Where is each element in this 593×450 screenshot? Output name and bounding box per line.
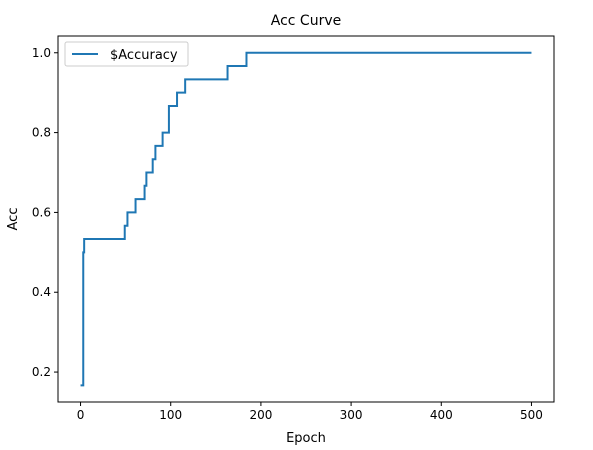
y-tick-label: 0.2	[32, 365, 51, 379]
y-tick-label: 0.6	[32, 205, 51, 219]
y-tick-label: 0.4	[32, 285, 51, 299]
x-tick-label: 300	[340, 408, 363, 422]
series-layer	[80, 51, 532, 387]
x-tick-label: 500	[520, 408, 543, 422]
y-tick-label: 0.8	[32, 126, 51, 140]
legend: $Accuracy	[64, 41, 189, 67]
plot-area-frame	[57, 35, 555, 403]
ticks-layer: 0 100 200 300 400 500 0.2 0.4 0.6 0.8 1.0	[32, 46, 543, 422]
y-axis-label: Acc	[6, 208, 21, 231]
x-tick-label: 0	[77, 408, 85, 422]
y-tick-label: 1.0	[32, 46, 51, 60]
x-tick-label: 400	[430, 408, 453, 422]
chart-title: Acc Curve	[271, 13, 341, 29]
x-tick-label: 200	[249, 408, 272, 422]
series-line-0	[80, 51, 532, 387]
x-tick-label: 100	[159, 408, 182, 422]
x-axis-label: Epoch	[286, 431, 326, 446]
legend-entry-label: $Accuracy	[110, 48, 178, 63]
legend-box	[64, 41, 189, 67]
